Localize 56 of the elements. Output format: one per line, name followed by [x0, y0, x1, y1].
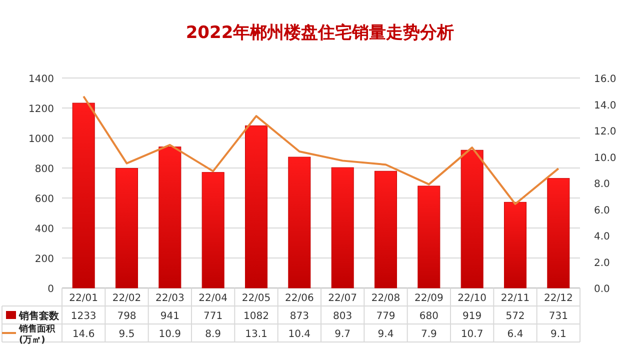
- data-label: 9.5: [118, 329, 135, 340]
- y2-tick-label: 14.0: [594, 100, 616, 112]
- x-tick-label: 22/10: [458, 293, 486, 304]
- x-tick-label: 22/07: [328, 293, 357, 304]
- data-label: 941: [160, 311, 180, 322]
- data-label: 8.9: [205, 329, 222, 340]
- data-label: 10.9: [158, 329, 182, 340]
- legend-label: 销售套数: [18, 310, 60, 322]
- data-label: 779: [376, 311, 396, 322]
- y-tick-label: 400: [34, 224, 54, 235]
- data-label: 9.7: [334, 329, 351, 340]
- y2-tick-label: 0.0: [594, 284, 610, 295]
- y-tick-label: 0: [48, 284, 54, 295]
- y2-tick-label: 12.0: [594, 126, 616, 138]
- data-label: 803: [333, 311, 352, 322]
- y-tick-label: 600: [34, 194, 54, 205]
- data-label: 9.1: [550, 329, 566, 340]
- data-label: 919: [462, 311, 482, 322]
- data-label: 9.4: [378, 329, 394, 340]
- data-label: 13.1: [245, 329, 268, 340]
- data-label: 1082: [244, 311, 269, 322]
- x-tick-label: 22/06: [285, 293, 314, 304]
- y2-tick-label: 8.0: [594, 179, 610, 190]
- data-label: 10.4: [288, 329, 311, 340]
- y2-tick-label: 16.0: [594, 74, 616, 85]
- y2-tick-label: 2.0: [594, 258, 610, 269]
- y-tick-label: 1000: [28, 134, 54, 145]
- data-label: 10.7: [460, 329, 484, 340]
- x-tick-label: 22/01: [69, 293, 98, 304]
- x-tick-label: 22/11: [500, 293, 530, 304]
- y2-tick-label: 4.0: [594, 232, 610, 242]
- data-label: 771: [204, 311, 223, 322]
- data-label: 873: [290, 311, 309, 322]
- y-tick-label: 200: [34, 254, 54, 265]
- x-tick-label: 22/02: [112, 293, 142, 304]
- x-tick-label: 22/08: [371, 293, 400, 304]
- data-label: 6.4: [507, 329, 524, 340]
- data-label: 572: [506, 311, 525, 322]
- x-tick-label: 22/04: [198, 293, 228, 304]
- x-tick-label: 22/09: [414, 293, 444, 304]
- x-tick-label: 22/05: [242, 293, 271, 304]
- x-tick-label: 22/03: [156, 293, 184, 304]
- y-tick-label: 800: [34, 164, 54, 175]
- y2-tick-label: 10.0: [594, 152, 616, 164]
- data-label: 798: [117, 311, 136, 322]
- x-tick-label: 22/12: [544, 293, 573, 304]
- data-label: 680: [419, 311, 438, 322]
- data-label: 1233: [70, 311, 96, 322]
- legend-label: 销售面积 (万㎡): [18, 324, 56, 346]
- title: 2022年郴州楼盘住宅销量走势分析: [186, 23, 454, 43]
- data-label: 7.9: [420, 329, 437, 340]
- y-tick-label: 1200: [28, 104, 54, 115]
- y2-tick-label: 6.0: [594, 205, 610, 216]
- data-label: 14.6: [72, 329, 95, 340]
- data-label: 731: [548, 311, 568, 322]
- y-tick-label: 1400: [28, 74, 54, 85]
